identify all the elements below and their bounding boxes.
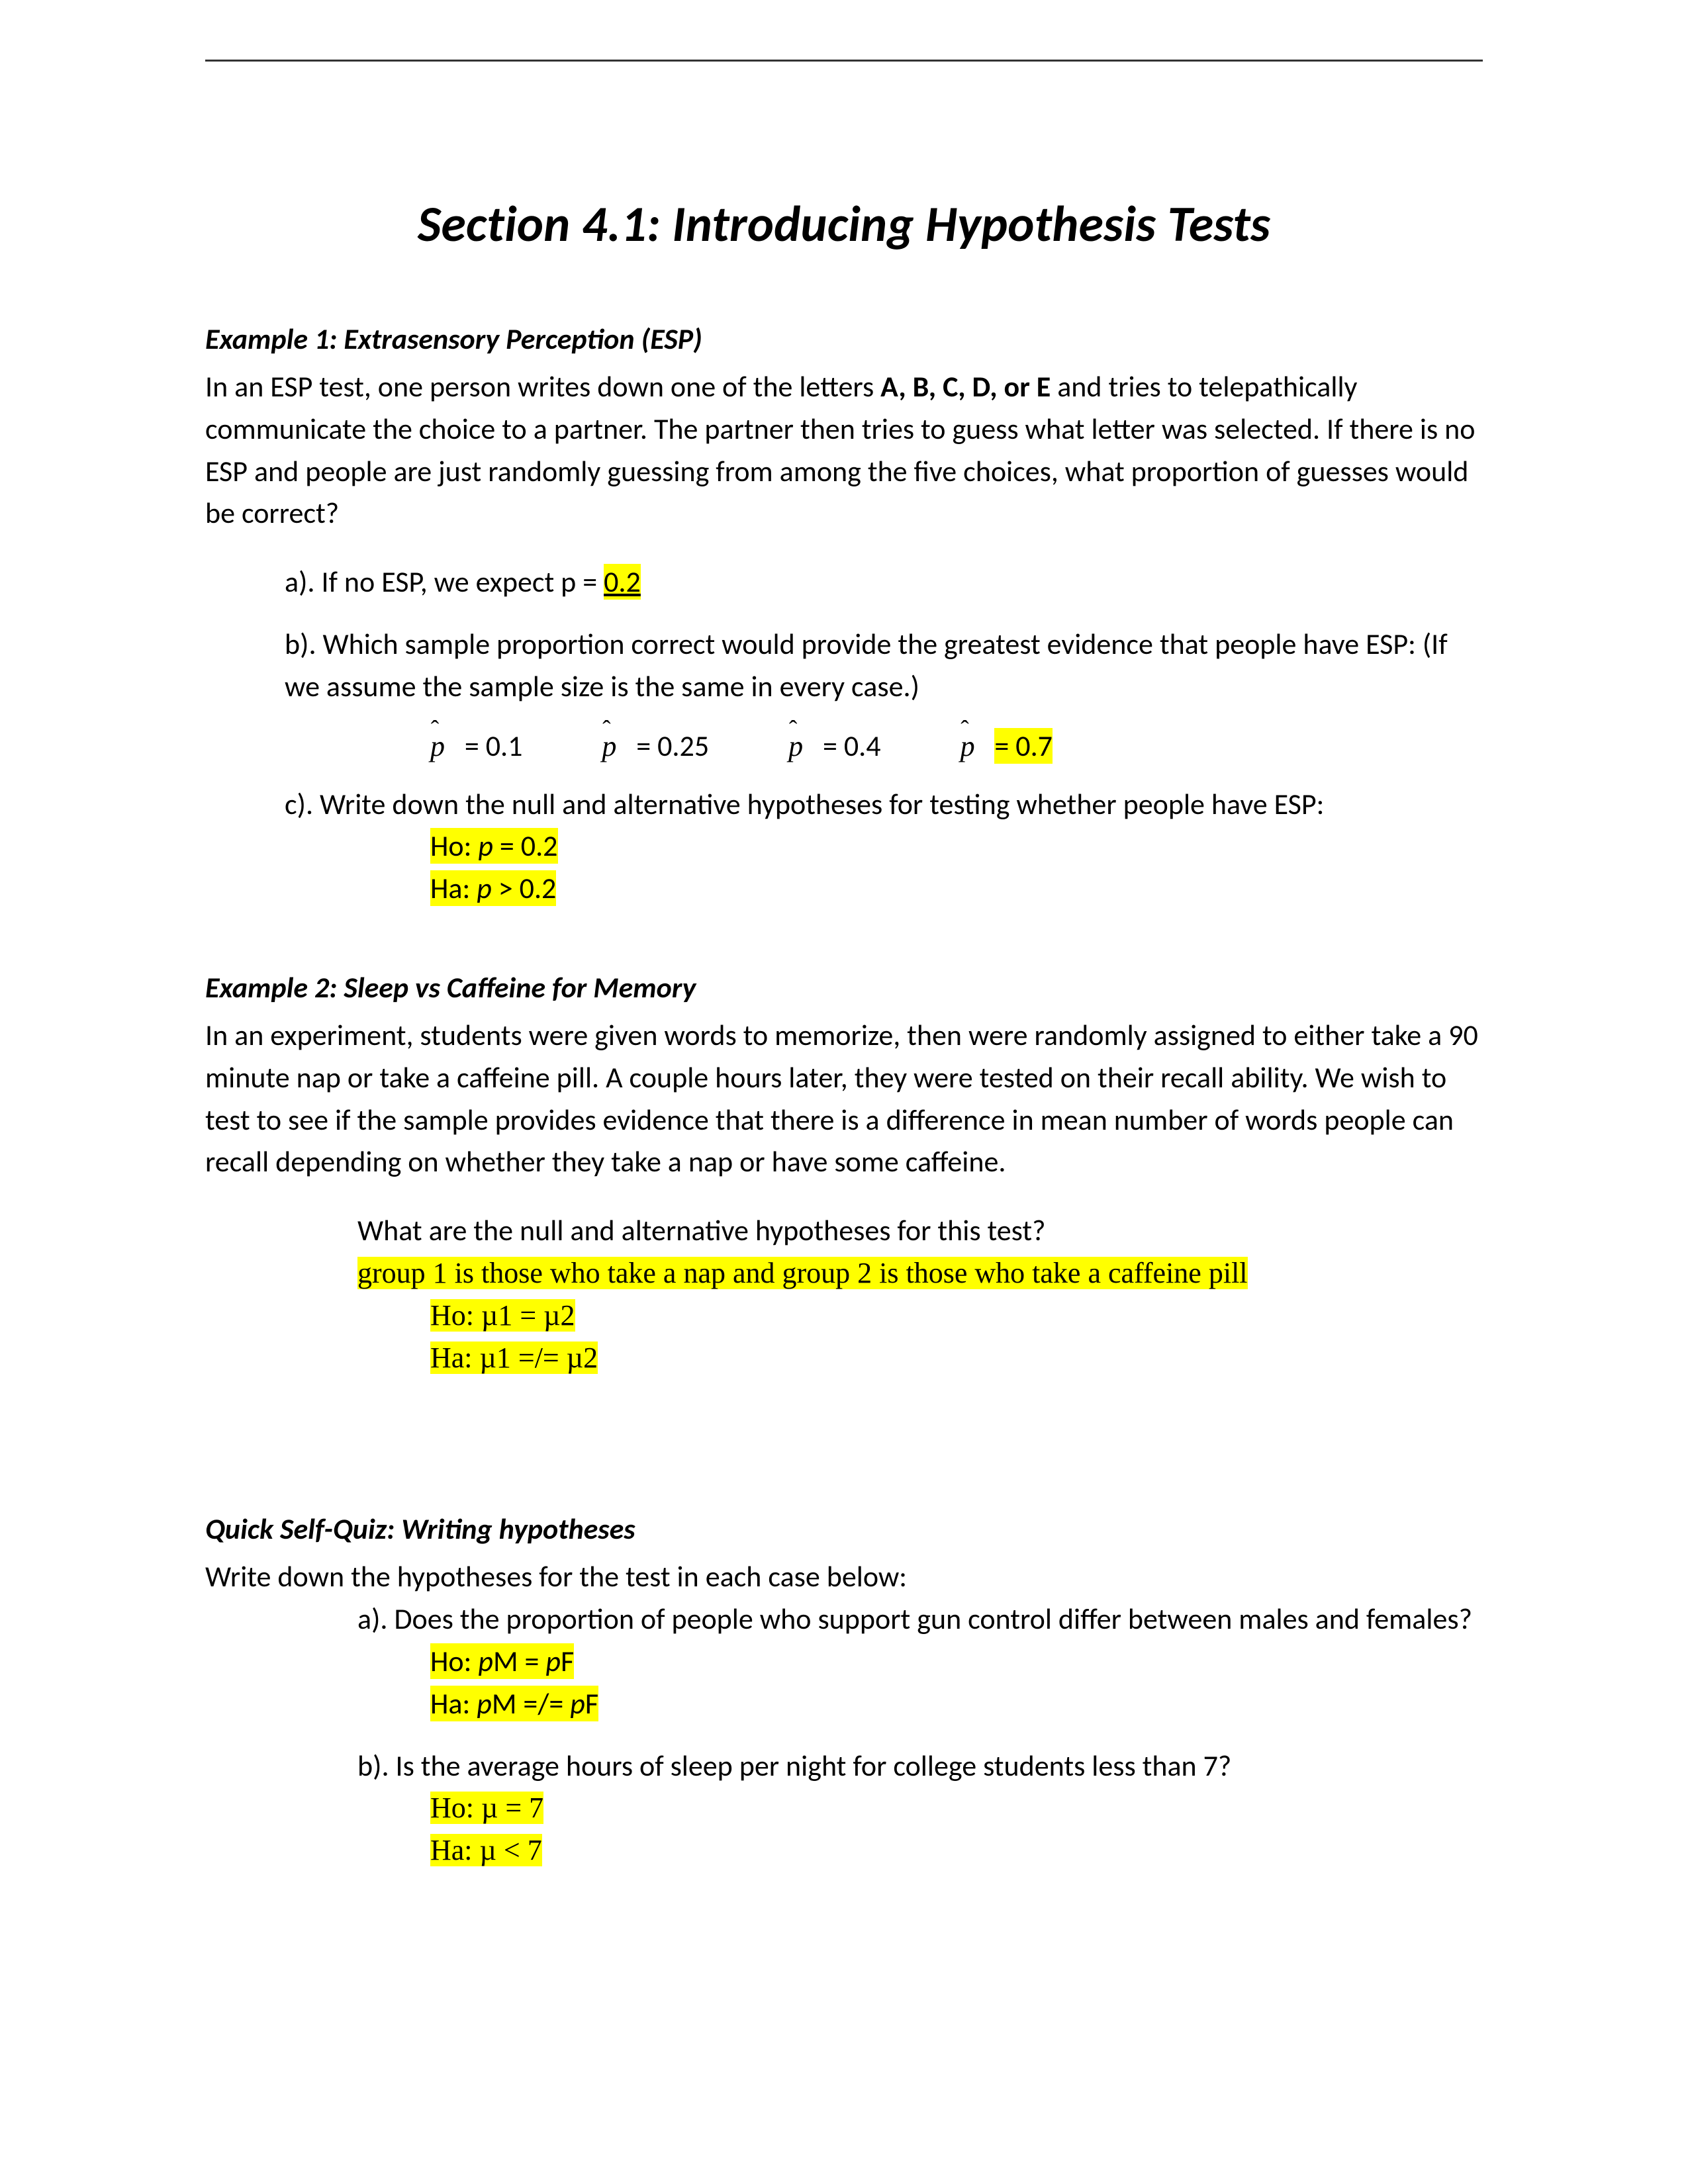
phat-option-2: pˆ = 0.25 — [602, 728, 709, 764]
top-rule — [205, 60, 1483, 62]
ex1-c-ha-pre: Ha: — [430, 870, 477, 906]
quiz-a-ho-mid2: F — [561, 1643, 574, 1679]
ex1-c-ho-post: = 0.2 — [493, 828, 558, 864]
ex1-a-answer: 0.2 — [604, 564, 641, 600]
ex1-intro-bold: A, B, C, D, or E — [880, 369, 1051, 404]
quiz-a-ha-mid1: M =/= — [492, 1686, 570, 1721]
ex1-phat-row: pˆ = 0.1 pˆ = 0.25 pˆ = 0.4 pˆ = 0.7 — [430, 728, 1483, 764]
quiz-b-ho: Ho: µ = 7 — [430, 1787, 1483, 1829]
example-1-heading: Example 1: Extrasensory Perception (ESP) — [205, 321, 1483, 357]
example-2-intro: In an experiment, students were given wo… — [205, 1015, 1483, 1183]
ex1-part-a: a). If no ESP, we expect p = 0.2 — [285, 561, 1483, 604]
ex2-ho: Ho: µ1 = µ2 — [430, 1295, 1483, 1337]
ex1-a-text: a). If no ESP, we expect p = — [285, 564, 604, 600]
phat-option-4: pˆ = 0.7 — [961, 728, 1053, 764]
ex2-ha: Ha: µ1 =/= µ2 — [430, 1337, 1483, 1379]
quiz-b-ha-text: Ha: µ < 7 — [430, 1834, 542, 1866]
example-2-heading: Example 2: Sleep vs Caffeine for Memory — [205, 970, 1483, 1005]
ex1-intro-pre: In an ESP test, one person writes down o… — [205, 369, 880, 404]
quiz-a-ho-pre: Ho: — [430, 1643, 478, 1679]
quiz-a-ho: Ho: pM = pF — [430, 1641, 1483, 1683]
ex1-c-ho-pre: Ho: — [430, 828, 478, 864]
ex2-note-text: group 1 is those who take a nap and grou… — [357, 1257, 1248, 1289]
phat-option-3: pˆ = 0.4 — [788, 728, 880, 764]
page: Section 4.1: Introducing Hypothesis Test… — [0, 0, 1688, 2184]
quiz-a-ha-v1: p — [477, 1686, 492, 1721]
ex2-ho-text: Ho: µ1 = µ2 — [430, 1299, 575, 1332]
quiz-a-ha-pre: Ha: — [430, 1686, 477, 1721]
page-title: Section 4.1: Introducing Hypothesis Test… — [205, 194, 1483, 255]
ex1-c-ha: Ha: p > 0.2 — [430, 868, 1483, 910]
ex1-b-text: b). Which sample proportion correct woul… — [285, 626, 1448, 704]
quiz-b-ha: Ha: µ < 7 — [430, 1829, 1483, 1872]
quiz-a-ho-v2: p — [545, 1643, 561, 1679]
ex1-part-b: b). Which sample proportion correct woul… — [285, 623, 1483, 708]
quiz-b-ho-text: Ho: µ = 7 — [430, 1792, 543, 1824]
quiz-heading: Quick Self-Quiz: Writing hypotheses — [205, 1511, 1483, 1547]
ex1-c-ho-var: p — [478, 828, 493, 864]
ex2-group-note: group 1 is those who take a nap and grou… — [357, 1252, 1483, 1295]
phat-value-1: = 0.1 — [465, 728, 523, 764]
ex2-ha-text: Ha: µ1 =/= µ2 — [430, 1342, 598, 1374]
example-1-intro: In an ESP test, one person writes down o… — [205, 366, 1483, 535]
quiz-intro: Write down the hypotheses for the test i… — [205, 1556, 1483, 1598]
ex1-part-c: c). Write down the null and alternative … — [285, 784, 1483, 826]
ex1-c-ha-post: > 0.2 — [492, 870, 557, 906]
quiz-a-ho-mid1: M = — [493, 1643, 545, 1679]
phat-value-3: = 0.4 — [823, 728, 881, 764]
ex2-question: What are the null and alternative hypoth… — [357, 1210, 1483, 1252]
quiz-b-text: b). Is the average hours of sleep per ni… — [357, 1745, 1483, 1788]
ex1-c-ha-var: p — [477, 870, 492, 906]
quiz-a-ha: Ha: pM =/= pF — [430, 1683, 1483, 1725]
quiz-a-text: a). Does the proportion of people who su… — [357, 1598, 1483, 1641]
phat-value-4: = 0.7 — [994, 728, 1053, 764]
quiz-a-ha-mid2: F — [585, 1686, 598, 1721]
phat-value-2: = 0.25 — [636, 728, 709, 764]
phat-option-1: pˆ = 0.1 — [430, 728, 522, 764]
quiz-a-ho-v1: p — [478, 1643, 493, 1679]
quiz-a-ha-v2: p — [570, 1686, 585, 1721]
ex1-c-ho: Ho: p = 0.2 — [430, 825, 1483, 868]
